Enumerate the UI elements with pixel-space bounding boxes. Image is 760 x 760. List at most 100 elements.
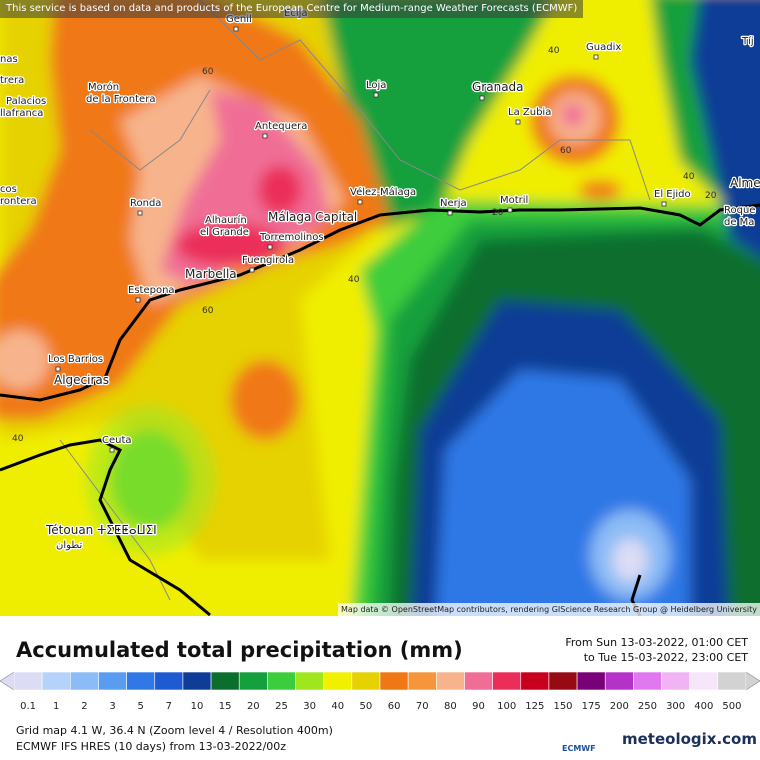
legend-value: 125 — [525, 701, 544, 712]
legend-swatch — [407, 671, 437, 691]
legend-swatch — [689, 671, 719, 691]
legend-value: 200 — [610, 701, 629, 712]
legend-value: 400 — [694, 701, 713, 712]
legend-value: 60 — [388, 701, 401, 712]
place-label: Ronda — [130, 198, 161, 209]
place-label: Fuengirola — [242, 255, 294, 266]
place-label: Roque — [724, 205, 755, 216]
place-label: Tíj — [741, 35, 754, 47]
legend-swatch — [41, 671, 71, 691]
city-dot — [267, 244, 273, 250]
city-dot — [593, 54, 599, 60]
legend-swatch — [604, 671, 634, 691]
place-label: Vélez-Málaga — [350, 186, 416, 198]
legend-swatch — [661, 671, 690, 691]
city-dot — [357, 199, 363, 205]
legend-swatch — [182, 671, 212, 691]
city-dot — [373, 92, 379, 98]
legend-value: 70 — [416, 701, 429, 712]
legend-swatch — [633, 671, 662, 691]
legend-arrow-right — [745, 671, 760, 691]
legend-value: 1 — [53, 701, 59, 712]
contour-labels: 40 40 40 40 60 60 60 20 20 — [12, 46, 717, 444]
place-label: Torremolinos — [259, 232, 324, 243]
legend-value: 0.1 — [20, 701, 36, 712]
place-label: El Ejido — [654, 189, 691, 200]
legend-value: 25 — [275, 701, 288, 712]
contour-label: 20 — [492, 208, 504, 218]
place-label: cos — [0, 184, 17, 195]
place-label: Ceuta — [102, 435, 132, 446]
place-label: Loja — [366, 80, 386, 91]
place-label: Morón — [88, 81, 119, 93]
place-label: Los Barrios — [48, 354, 103, 365]
city-dot — [109, 447, 115, 453]
legend-value: 175 — [582, 701, 601, 712]
legend-swatch — [351, 671, 381, 691]
legend-value: 2 — [81, 701, 87, 712]
legend-swatch — [464, 671, 493, 691]
place-label: Málaga Capital — [268, 210, 357, 224]
legend-swatch — [492, 671, 522, 691]
contour-label: 40 — [548, 46, 560, 56]
legend-swatch — [576, 671, 606, 691]
legend-arrow-left — [0, 671, 15, 691]
contour-label: 20 — [705, 191, 717, 201]
grid-info: Grid map 4.1 W, 36.4 N (Zoom level 4 / R… — [16, 724, 333, 737]
city-dot — [137, 210, 143, 216]
legend-value: 3 — [109, 701, 115, 712]
place-label: Nerja — [440, 198, 467, 209]
model-info: ECMWF IFS HRES (10 days) from 13-03-2022… — [16, 740, 287, 753]
precipitation-map: GenilEcijanastreraPalaciosllafrancaMorón… — [0, 0, 760, 616]
legend-value: 90 — [472, 701, 485, 712]
place-label: Granada — [472, 80, 524, 94]
legend-value: 10 — [191, 701, 204, 712]
legend-value: 100 — [497, 701, 516, 712]
period-to: to Tue 15-03-2022, 23:00 CET — [583, 651, 748, 664]
place-label: La Zubia — [508, 107, 551, 118]
place-labels: GenilEcijanastreraPalaciosllafrancaMorón… — [0, 7, 760, 553]
meteologix-logo[interactable]: meteologix.com — [622, 730, 757, 748]
city-dot — [262, 133, 268, 139]
color-legend: 0.1 1 2 3 5 7 10 15 20 25 30 40 50 60 70 80 90 100 125 150 1… — [0, 671, 760, 712]
city-dot — [135, 297, 141, 303]
legend-swatch — [70, 671, 99, 691]
legend-swatch — [323, 671, 353, 691]
legend-swatch — [98, 671, 127, 691]
place-label: Palacios — [6, 96, 46, 107]
ecmwf-logo[interactable]: ECMWF — [562, 744, 596, 753]
city-dot — [249, 267, 255, 273]
legend-value: 40 — [331, 701, 344, 712]
legend-value: 80 — [444, 701, 457, 712]
legend-value: 30 — [303, 701, 316, 712]
place-label: nas — [0, 54, 18, 65]
city-dot — [507, 207, 513, 213]
place-label: trera — [0, 75, 24, 86]
legend-swatch — [548, 671, 578, 691]
legend-value: 150 — [553, 701, 572, 712]
legend-swatch — [210, 671, 240, 691]
place-label: Guadix — [586, 42, 621, 53]
place-label: el Grande — [200, 227, 249, 238]
city-dot — [479, 95, 485, 101]
place-label: Antequera — [255, 121, 307, 132]
map-attribution[interactable]: Map data © OpenStreetMap contributors, r… — [338, 603, 760, 616]
legend-swatch — [154, 671, 184, 691]
contour-label: 40 — [683, 172, 695, 182]
legend-swatch — [717, 671, 747, 691]
legend-value: 300 — [666, 701, 685, 712]
place-label: Algeciras — [54, 373, 109, 387]
legend-swatch — [295, 671, 324, 691]
city-dot — [661, 201, 667, 207]
legend-swatch — [267, 671, 296, 691]
legend-value: 7 — [166, 701, 172, 712]
place-label: Alhaurín — [205, 214, 247, 226]
city-dot — [515, 119, 521, 125]
map-title: Accumulated total precipitation (mm) — [16, 638, 463, 662]
place-label: de la Frontera — [86, 94, 155, 105]
place-label: rontera — [0, 196, 37, 207]
place-label: Alme — [730, 176, 760, 190]
legend-value: 15 — [219, 701, 232, 712]
ecmwf-notice: This service is based on data and produc… — [0, 0, 584, 18]
